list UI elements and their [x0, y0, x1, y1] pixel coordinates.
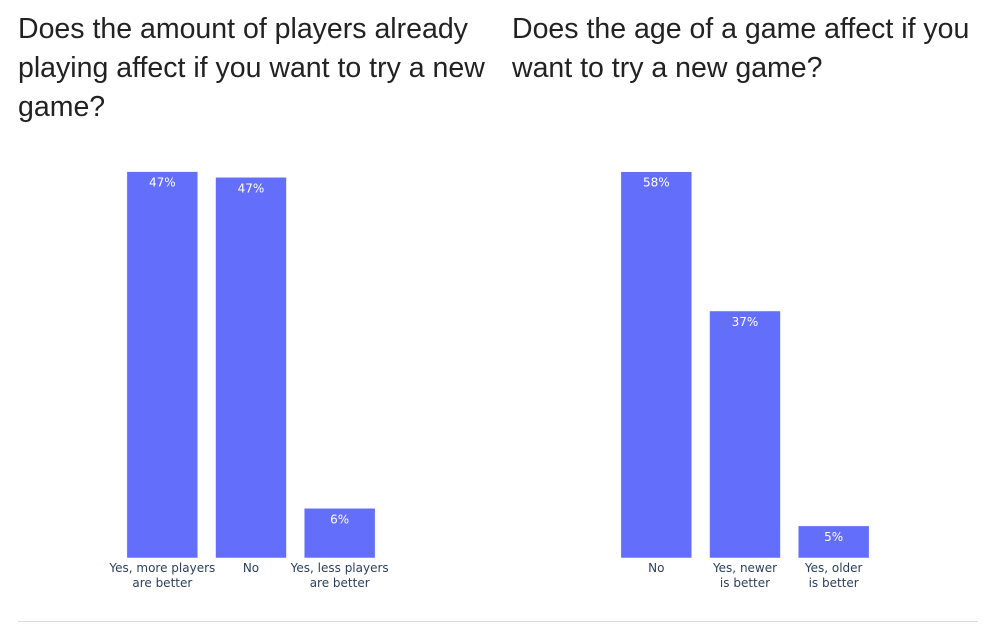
bar-value-label: 47% [238, 181, 265, 195]
bar-chart-1: 47%Yes, more players are better47%No6%Yes… [108, 171, 389, 590]
bar-value-label: 37% [732, 315, 759, 329]
x-tick-label: Yes, newer is better [712, 561, 777, 590]
bottom-divider [18, 621, 978, 622]
bar[interactable] [215, 177, 287, 559]
chart-title-players: Does the amount of players already playi… [18, 13, 485, 123]
x-tick-label: Yes, less players are better [290, 561, 389, 590]
x-tick-label: No [243, 561, 259, 575]
bar-value-label: 47% [149, 176, 176, 190]
x-tick-label-line: Yes, newer [712, 561, 777, 575]
x-tick-label-line: Yes, older [804, 561, 863, 575]
x-tick-label-line: is better [720, 576, 770, 590]
x-tick-label-line: is better [809, 576, 859, 590]
x-tick-label-line: No [243, 561, 259, 575]
x-tick-label-line: Yes, more players [108, 561, 215, 575]
x-tick-label: Yes, more players are better [108, 561, 215, 590]
x-tick-label-line: are better [310, 576, 370, 590]
bar[interactable] [620, 171, 693, 559]
x-tick-label-line: Yes, less players [290, 561, 389, 575]
bar-value-label: 58% [643, 176, 670, 190]
x-tick-label-line: are better [132, 576, 192, 590]
bar[interactable] [126, 171, 199, 559]
bar[interactable] [797, 525, 870, 559]
bar-value-label: 6% [330, 512, 349, 526]
x-tick-label-line: No [648, 561, 664, 575]
x-tick-label: No [648, 561, 664, 575]
bar[interactable] [303, 508, 376, 559]
x-tick-label: Yes, older is better [804, 561, 863, 590]
chart-title-age: Does the age of a game affect if you wan… [512, 13, 970, 84]
bar[interactable] [709, 310, 781, 559]
bar-value-label: 5% [824, 530, 843, 544]
